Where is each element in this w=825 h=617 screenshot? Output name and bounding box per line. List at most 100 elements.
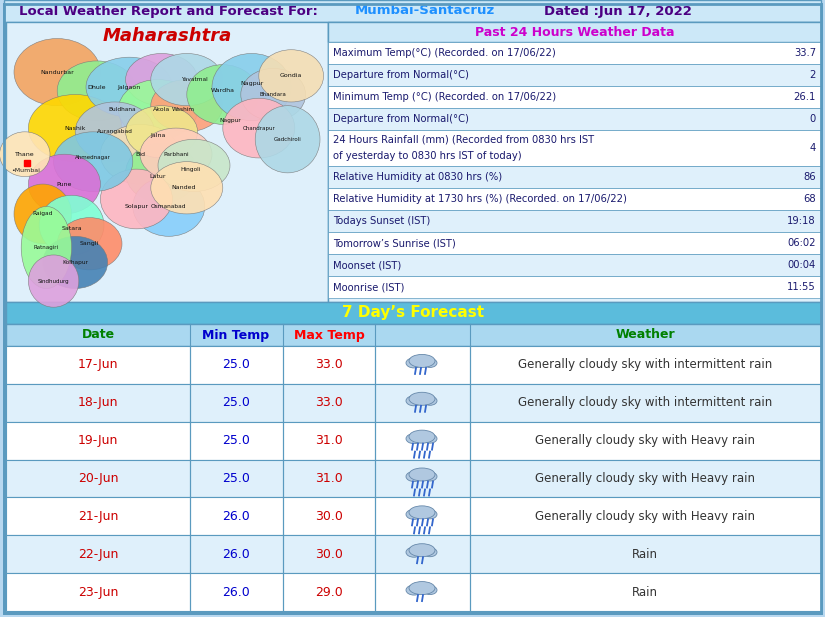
- Text: 7 Day’s Forecast: 7 Day’s Forecast: [342, 305, 484, 320]
- Text: Parbhani: Parbhani: [163, 152, 189, 157]
- Text: 86: 86: [804, 172, 816, 182]
- Ellipse shape: [28, 94, 122, 162]
- Ellipse shape: [406, 547, 422, 557]
- Text: 11:55: 11:55: [787, 282, 816, 292]
- Text: Dated :Jun 17, 2022: Dated :Jun 17, 2022: [544, 4, 692, 17]
- Ellipse shape: [151, 54, 223, 106]
- Text: 26.0: 26.0: [222, 548, 250, 561]
- Text: 30.0: 30.0: [315, 548, 343, 561]
- Text: Thane: Thane: [15, 152, 35, 157]
- Ellipse shape: [40, 195, 104, 255]
- Bar: [6, 460, 821, 497]
- Ellipse shape: [409, 582, 435, 595]
- Ellipse shape: [21, 207, 72, 289]
- Text: Dhule: Dhule: [87, 85, 106, 89]
- Text: Washim: Washim: [172, 107, 195, 112]
- Ellipse shape: [212, 54, 291, 121]
- Text: 26.1: 26.1: [794, 92, 816, 102]
- Text: Jalgaon: Jalgaon: [118, 85, 141, 89]
- Text: Tomorrow’s Sunrise (IST): Tomorrow’s Sunrise (IST): [333, 238, 455, 248]
- Bar: [6, 536, 821, 573]
- Ellipse shape: [409, 392, 435, 405]
- Ellipse shape: [140, 128, 212, 180]
- Bar: [6, 302, 821, 324]
- Ellipse shape: [423, 548, 437, 557]
- Ellipse shape: [57, 218, 122, 270]
- Text: 31.0: 31.0: [315, 472, 343, 485]
- Ellipse shape: [423, 358, 437, 368]
- Ellipse shape: [43, 236, 107, 289]
- Bar: [14, 46, 320, 296]
- Ellipse shape: [119, 80, 198, 139]
- Text: Gadchiroli: Gadchiroli: [274, 137, 301, 142]
- Text: Relative Humidity at 1730 hrs (%) (Recorded. on 17/06/22): Relative Humidity at 1730 hrs (%) (Recor…: [333, 194, 627, 204]
- Ellipse shape: [14, 38, 101, 106]
- Ellipse shape: [57, 61, 136, 121]
- Bar: [328, 276, 821, 298]
- Text: Hingoli: Hingoli: [180, 167, 200, 172]
- Ellipse shape: [14, 184, 72, 244]
- Bar: [6, 421, 821, 460]
- Text: Sangli: Sangli: [80, 241, 99, 246]
- Text: Latur: Latur: [150, 174, 167, 179]
- Text: Ratnagiri: Ratnagiri: [34, 245, 59, 250]
- Text: Max Temp: Max Temp: [294, 328, 365, 341]
- Ellipse shape: [423, 434, 437, 443]
- Ellipse shape: [151, 162, 223, 214]
- Ellipse shape: [423, 586, 437, 595]
- Text: Generally cloudy sky with intermittent rain: Generally cloudy sky with intermittent r…: [518, 396, 772, 409]
- Bar: [328, 86, 821, 108]
- Ellipse shape: [86, 57, 172, 117]
- Ellipse shape: [158, 139, 230, 191]
- Text: 33.0: 33.0: [315, 358, 343, 371]
- Bar: [328, 232, 821, 254]
- Text: Moonset (IST): Moonset (IST): [333, 260, 401, 270]
- Ellipse shape: [259, 50, 323, 102]
- Text: 22-Jun: 22-Jun: [78, 548, 118, 561]
- Ellipse shape: [125, 106, 198, 158]
- Text: Chandrapur: Chandrapur: [243, 126, 276, 131]
- Text: 17-Jun: 17-Jun: [78, 358, 118, 371]
- Text: Date: Date: [82, 328, 115, 341]
- Text: Todays Sunset (IST): Todays Sunset (IST): [333, 216, 431, 226]
- Text: 21-Jun: 21-Jun: [78, 510, 118, 523]
- Text: Ahmednagar: Ahmednagar: [75, 155, 111, 160]
- Ellipse shape: [28, 154, 101, 214]
- Bar: [328, 22, 821, 42]
- Text: Relative Humidity at 0830 hrs (%): Relative Humidity at 0830 hrs (%): [333, 172, 502, 182]
- Text: Local Weather Report and Forecast For:: Local Weather Report and Forecast For:: [18, 4, 318, 17]
- Text: Nashik: Nashik: [64, 126, 86, 131]
- Text: Solapur: Solapur: [125, 204, 148, 209]
- Text: 30.0: 30.0: [315, 510, 343, 523]
- Text: Pune: Pune: [57, 181, 72, 186]
- Bar: [4, 0, 821, 22]
- Text: Akola: Akola: [153, 107, 170, 112]
- Text: Gondia: Gondia: [280, 73, 303, 78]
- Text: 20-Jun: 20-Jun: [78, 472, 118, 485]
- Text: 00:04: 00:04: [788, 260, 816, 270]
- Text: Past 24 Hours Weather Data: Past 24 Hours Weather Data: [474, 25, 674, 38]
- Ellipse shape: [406, 358, 422, 368]
- Text: 26.0: 26.0: [222, 586, 250, 598]
- Text: Nagpur: Nagpur: [240, 81, 263, 86]
- Ellipse shape: [406, 471, 422, 481]
- Text: 24 Hours Rainfall (mm) (Recorded from 0830 hrs IST: 24 Hours Rainfall (mm) (Recorded from 08…: [333, 135, 594, 145]
- Text: Rain: Rain: [632, 586, 658, 598]
- Text: Nandurbar: Nandurbar: [40, 70, 74, 75]
- Bar: [328, 254, 821, 276]
- Text: Bhandara: Bhandara: [260, 92, 286, 97]
- Text: Buldhana: Buldhana: [108, 107, 136, 112]
- Bar: [328, 108, 821, 130]
- Text: Departure from Normal(°C): Departure from Normal(°C): [333, 70, 469, 80]
- Text: 29.0: 29.0: [315, 586, 343, 598]
- Ellipse shape: [125, 143, 198, 203]
- Ellipse shape: [101, 169, 172, 229]
- Bar: [328, 210, 821, 232]
- Bar: [328, 42, 821, 64]
- Text: Nanded: Nanded: [171, 185, 196, 190]
- Ellipse shape: [409, 506, 435, 519]
- Text: Sindhudurg: Sindhudurg: [38, 278, 69, 284]
- Ellipse shape: [406, 395, 422, 406]
- Ellipse shape: [423, 472, 437, 481]
- Text: 31.0: 31.0: [315, 434, 343, 447]
